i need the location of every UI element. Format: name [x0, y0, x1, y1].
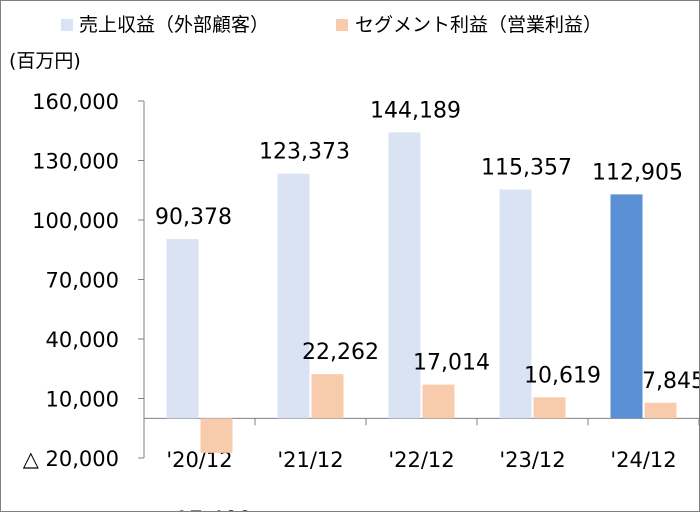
y-tick-label: 40,000 [46, 328, 119, 352]
bar-segment-profit [644, 402, 677, 419]
x-tick-label: '21/12 [277, 448, 343, 472]
y-tick-label: 100,000 [32, 209, 119, 233]
data-label-revenue: 123,373 [259, 140, 350, 165]
data-labels: 90,378 △ 17,400 123,373 22,262 144,189 17,014… [151, 98, 699, 511]
y-tick-label: 10,000 [46, 388, 119, 412]
axes: △ 20,000 10,000 40,000 70,000 100,000 130,000… [23, 90, 699, 472]
x-tick-label: '22/12 [388, 448, 454, 472]
bar-revenue [610, 194, 643, 419]
bar-revenue [499, 189, 532, 419]
bar-revenue [388, 132, 421, 419]
data-label-segment-profit: 7,845 [642, 369, 699, 394]
data-label-revenue: 112,905 [592, 160, 683, 185]
legend-label-segment-profit: セグメント利益（営業利益） [355, 14, 602, 36]
y-tick-label: 130,000 [32, 150, 119, 174]
y-tick-label: 70,000 [46, 269, 119, 293]
bar-revenue [277, 173, 310, 419]
legend-swatch-revenue [61, 19, 73, 31]
bar-segment-profit [311, 374, 344, 419]
bar-segment-profit [200, 418, 233, 453]
data-label-segment-profit: 17,014 [413, 351, 490, 376]
bar-segment-profit [533, 397, 566, 419]
data-label-revenue: 144,189 [370, 98, 461, 123]
x-tick-label: '23/12 [499, 448, 565, 472]
data-label-segment-profit: △ 17,400 [151, 508, 252, 511]
bar-segment-profit [422, 384, 455, 419]
data-label-revenue: 90,378 [155, 205, 232, 230]
legend: 売上収益（外部顧客） セグメント利益（営業利益） [61, 14, 602, 36]
y-tick-label: 160,000 [32, 90, 119, 114]
y-tick-label: △ 20,000 [23, 447, 119, 471]
bars [166, 132, 677, 453]
data-label-revenue: 115,357 [481, 156, 572, 181]
data-label-segment-profit: 22,262 [302, 340, 379, 365]
x-tick-label: '24/12 [610, 448, 676, 472]
legend-swatch-segment-profit [336, 19, 348, 31]
data-label-segment-profit: 10,619 [524, 363, 601, 388]
unit-label: (百万円) [9, 50, 81, 72]
bar-revenue [166, 239, 199, 419]
legend-label-revenue: 売上収益（外部顧客） [79, 14, 269, 36]
